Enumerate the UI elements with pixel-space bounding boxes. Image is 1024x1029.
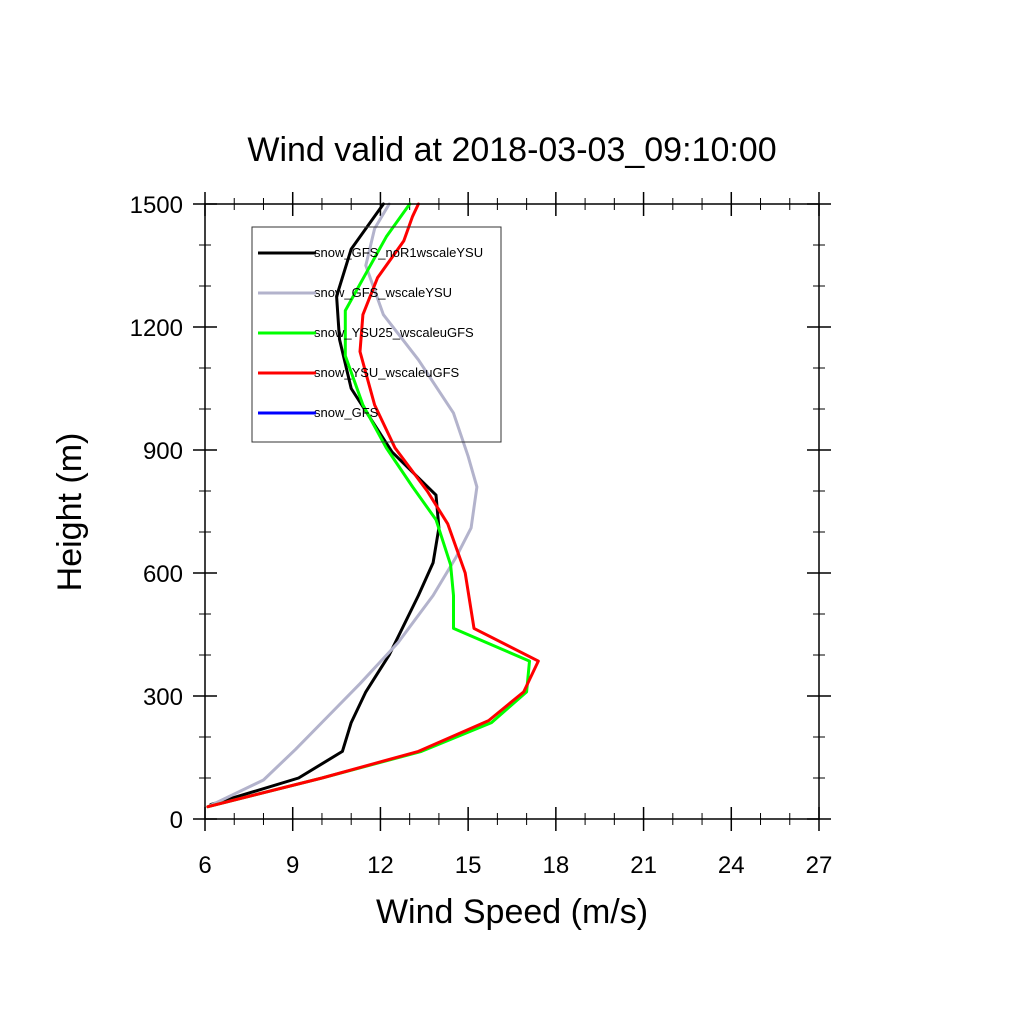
x-tick-label: 9 (286, 852, 299, 879)
x-tick-label: 6 (198, 852, 211, 879)
legend-label-snow-ysu25-wscaleugfs: snow_YSU25_wscaleuGFS (314, 325, 474, 340)
y-tick-label: 300 (143, 684, 183, 711)
y-tick-label: 0 (170, 807, 183, 834)
plot-frame (204, 203, 820, 820)
legend-box (251, 226, 502, 443)
y-tick-label: 600 (143, 561, 183, 588)
legend: snow_GFS_noR1wscaleYSU snow_GFS_wscaleYSU… (251, 226, 502, 443)
series-line-snow-ysu25-wscaleugfs (206, 202, 531, 809)
x-tick-label: 21 (630, 852, 657, 879)
axis-ticks: 6 9 12 15 18 21 24 27 0 300 600 900 1200 1500 (130, 192, 833, 879)
series-line-snow-gfs-nor1wscaleysu (209, 202, 441, 807)
legend-label-snow-ysu-wscaleugfs: snow_YSU_wscaleuGFS (314, 365, 460, 380)
x-axis-title: Wind Speed (m/s) (376, 893, 648, 931)
x-tick-label: 15 (455, 852, 482, 879)
x-tick-label: 24 (718, 852, 745, 879)
y-tick-label: 1500 (130, 192, 183, 219)
legend-label-snow-gfs-nor1wscaleysu: snow_GFS_noR1wscaleYSU (314, 245, 483, 260)
series-lines (206, 202, 540, 809)
y-axis-title: Height (m) (51, 433, 89, 592)
series-line-snow-ysu-wscaleugfs (206, 202, 540, 809)
y-tick-label: 900 (143, 438, 183, 465)
x-tick-label: 27 (806, 852, 833, 879)
y-tick-label: 1200 (130, 315, 183, 342)
x-tick-label: 18 (543, 852, 570, 879)
x-tick-label: 12 (367, 852, 394, 879)
series-line-snow-gfs-wscaleysu (206, 202, 479, 809)
chart-title: Wind valid at 2018-03-03_09:10:00 (247, 131, 776, 169)
legend-label-snow-gfs: snow_GFS (314, 405, 379, 420)
legend-label-snow-gfs-wscaleysu: snow_GFS_wscaleYSU (314, 285, 452, 300)
